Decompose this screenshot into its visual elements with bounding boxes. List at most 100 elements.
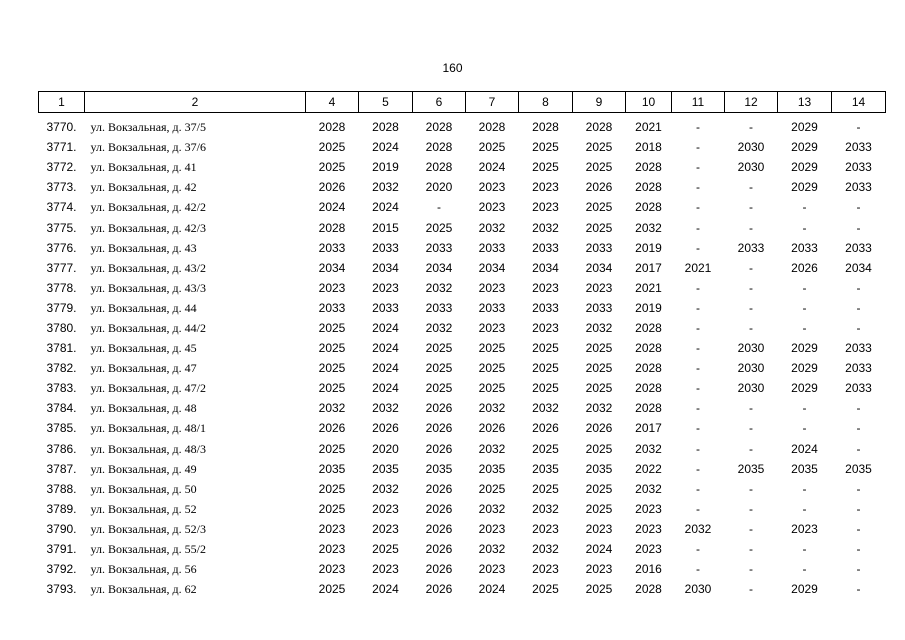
cell: 2030 xyxy=(684,582,712,597)
cell: - xyxy=(749,441,753,456)
cell: - xyxy=(696,381,700,396)
cell: 2023 xyxy=(585,562,613,577)
cell: 2024 xyxy=(372,320,399,335)
address-cell: ул. Вокзальная, д. 48/3 xyxy=(90,441,206,456)
cell: - xyxy=(749,582,753,597)
table-row: 3782. ул. Вокзальная, д. 47 2025 2024 2025 20… xyxy=(39,358,886,378)
table-row: 3790. ул. Вокзальная, д. 52/3 2023 2023 2026… xyxy=(39,519,886,539)
cell: - xyxy=(749,421,753,436)
cell: - xyxy=(749,180,753,195)
cell: 2028 xyxy=(635,381,662,396)
cell: 2025 xyxy=(318,441,346,456)
cell: 2025 xyxy=(318,582,346,597)
cell: 2025 xyxy=(585,341,613,356)
address-cell: ул. Вокзальная, д. 44 xyxy=(90,300,197,315)
header-cell: 13 xyxy=(777,91,832,113)
cell: 2034 xyxy=(372,260,399,275)
cell: 2026 xyxy=(425,501,453,516)
table-row: 3780. ул. Вокзальная, д. 44/2 2025 2024 2032… xyxy=(39,318,886,338)
table-row: 3786. ул. Вокзальная, д. 48/3 2025 2020 2026… xyxy=(39,439,886,459)
cell: 2025 xyxy=(318,381,346,396)
page-number: 160 xyxy=(442,61,463,75)
cell: 3788. xyxy=(46,481,77,496)
cell: 2024 xyxy=(318,200,346,215)
cell: 2026 xyxy=(372,421,399,436)
cell: 2025 xyxy=(585,381,613,396)
address-cell: ул. Вокзальная, д. 50 xyxy=(90,481,197,496)
cell: 2023 xyxy=(532,180,559,195)
address-cell: ул. Вокзальная, д. 37/5 xyxy=(90,120,206,135)
cell: - xyxy=(856,441,861,456)
cell: 2025 xyxy=(585,441,613,456)
cell: 2026 xyxy=(791,260,818,275)
header-cell: 9 xyxy=(572,91,626,113)
cell: 3773. xyxy=(46,180,77,195)
cell: - xyxy=(749,300,753,315)
cell: - xyxy=(802,200,807,215)
cell: 2033 xyxy=(478,240,506,255)
cell: - xyxy=(749,260,753,275)
cell: - xyxy=(749,562,753,577)
cell: 2028 xyxy=(635,341,662,356)
cell: 3776. xyxy=(46,240,77,255)
cell: 2016 xyxy=(635,562,662,577)
cell: 2015 xyxy=(372,220,399,235)
cell: 2030 xyxy=(737,160,765,175)
cell: 2026 xyxy=(425,562,453,577)
cell: 2023 xyxy=(585,521,613,536)
cell: 2017 xyxy=(635,421,662,436)
cell: 2025 xyxy=(318,140,346,155)
cell: 2023 xyxy=(635,542,662,557)
cell: 2028 xyxy=(635,320,662,335)
cell: 2033 xyxy=(585,300,613,315)
cell: 2032 xyxy=(478,220,506,235)
address-cell: ул. Вокзальная, д. 52/3 xyxy=(90,521,206,536)
cell: 2033 xyxy=(845,341,872,356)
cell: 2032 xyxy=(372,481,399,496)
cell: 3781. xyxy=(46,341,77,356)
cell: 2024 xyxy=(372,582,399,597)
cell: 2021 xyxy=(635,120,662,135)
cell: 2030 xyxy=(737,341,765,356)
address-cell: ул. Вокзальная, д. 44/2 xyxy=(90,320,206,335)
cell: - xyxy=(856,220,861,235)
cell: 2025 xyxy=(318,320,346,335)
address-cell: ул. Вокзальная, д. 43 xyxy=(90,240,197,255)
cell: 3771. xyxy=(46,140,77,155)
cell: 2029 xyxy=(791,180,818,195)
cell: 2035 xyxy=(425,461,453,476)
cell: 3782. xyxy=(46,361,77,376)
cell: 2025 xyxy=(478,140,506,155)
cell: 2029 xyxy=(791,140,818,155)
cell: 2024 xyxy=(372,200,399,215)
cell: 2023 xyxy=(318,521,346,536)
cell: 2023 xyxy=(478,200,506,215)
table-row: 3777. ул. Вокзальная, д. 43/2 2034 2034 2034… xyxy=(39,258,886,278)
cell: - xyxy=(856,501,861,516)
address-cell: ул. Вокзальная, д. 41 xyxy=(90,160,197,175)
cell: 2026 xyxy=(425,521,453,536)
cell: 3772. xyxy=(46,160,77,175)
cell: - xyxy=(696,180,700,195)
cell: 2033 xyxy=(845,140,872,155)
cell: 2025 xyxy=(532,381,559,396)
cell: 2028 xyxy=(635,200,662,215)
cell: - xyxy=(802,220,807,235)
cell: 2033 xyxy=(532,240,559,255)
cell: 2032 xyxy=(635,481,662,496)
cell: 2023 xyxy=(532,200,559,215)
cell: 2017 xyxy=(635,260,662,275)
cell: 3790. xyxy=(46,521,77,536)
cell: 2025 xyxy=(478,361,506,376)
header-cell: 10 xyxy=(625,91,672,113)
cell: 2033 xyxy=(318,300,346,315)
cell: 2032 xyxy=(585,320,613,335)
cell: 2025 xyxy=(425,381,453,396)
cell: 2026 xyxy=(318,421,346,436)
cell: 2026 xyxy=(425,421,453,436)
cell: - xyxy=(802,320,807,335)
cell: 2035 xyxy=(845,461,872,476)
cell: 2023 xyxy=(635,501,662,516)
cell: 2021 xyxy=(684,260,712,275)
